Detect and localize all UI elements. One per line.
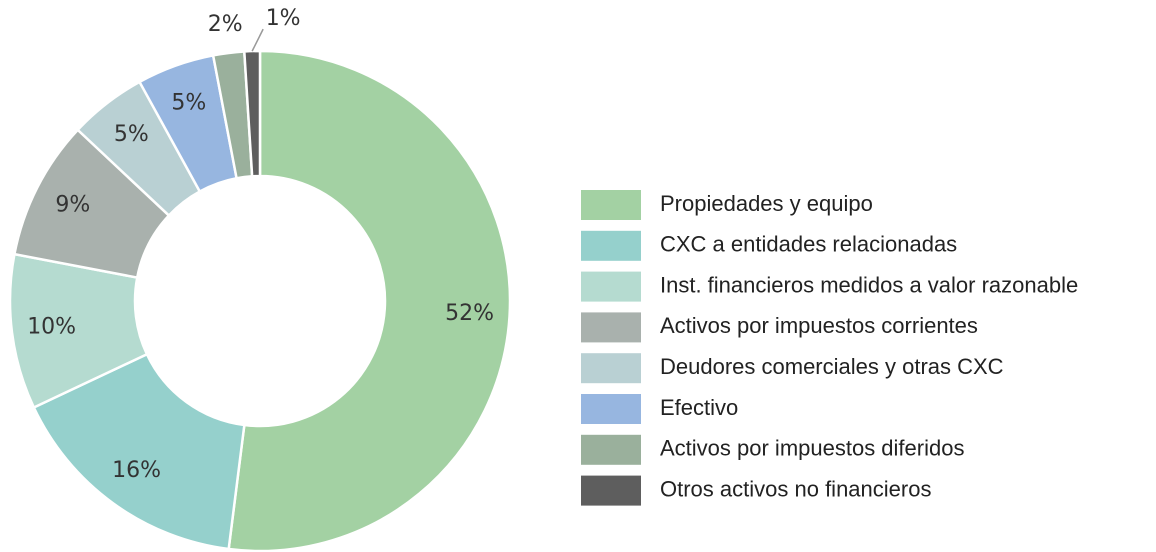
legend-swatch <box>581 434 641 465</box>
legend-label: Activos por impuestos diferidos <box>660 436 964 461</box>
legend-swatch <box>581 475 641 506</box>
data-label: 2% <box>208 12 243 37</box>
legend-swatch <box>581 353 641 384</box>
legend-swatch <box>581 190 641 220</box>
data-label: 10% <box>27 314 76 339</box>
data-label: 16% <box>112 458 161 483</box>
leader-line <box>251 28 264 52</box>
donut-slice <box>227 49 512 552</box>
legend-swatch <box>581 230 641 261</box>
data-label: 52% <box>445 301 494 326</box>
legend-label: Propiedades y equipo <box>660 191 873 216</box>
legend-label: Activos por impuestos corrientes <box>660 313 978 338</box>
legend-label: Inst. financieros medidos a valor razona… <box>660 272 1078 297</box>
legend-label: Otros activos no financieros <box>660 476 931 501</box>
data-label: 1% <box>266 6 301 31</box>
legend-label: CXC a entidades relacionadas <box>660 232 957 257</box>
data-label: 9% <box>55 193 90 218</box>
legend-label: Efectivo <box>660 395 738 420</box>
data-label: 5% <box>171 90 206 115</box>
legend-swatch <box>581 312 641 343</box>
legend-swatch <box>581 394 641 424</box>
donut-slice <box>32 352 246 551</box>
legend-swatch <box>581 271 641 302</box>
donut-slice <box>242 49 262 178</box>
data-label: 5% <box>114 122 149 147</box>
legend-label: Deudores comerciales y otras CXC <box>660 354 1004 379</box>
